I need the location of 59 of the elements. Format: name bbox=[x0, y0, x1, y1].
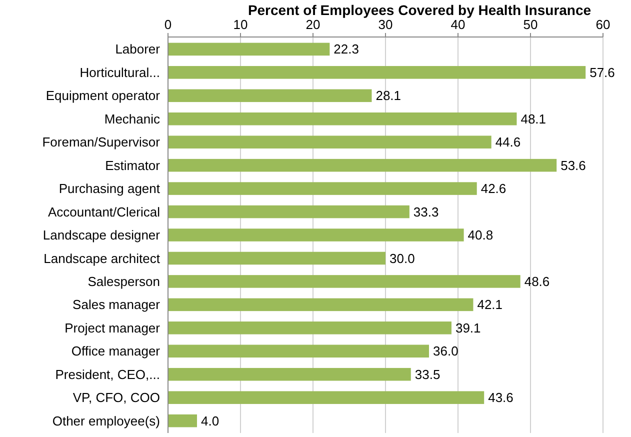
bar bbox=[168, 275, 520, 288]
data-label: 42.6 bbox=[480, 181, 506, 196]
bar bbox=[168, 322, 452, 334]
data-label: 43.6 bbox=[488, 390, 514, 406]
x-tick-label: 30 bbox=[378, 17, 393, 32]
data-label: 22.3 bbox=[334, 42, 359, 57]
y-tick-label: Project manager bbox=[64, 320, 161, 336]
data-label: 48.6 bbox=[524, 274, 550, 289]
bar bbox=[168, 414, 197, 428]
y-tick-label: Accountant/Clerical bbox=[48, 204, 160, 220]
y-tick-label: Foreman/Supervisor bbox=[42, 134, 161, 150]
data-label: 57.6 bbox=[590, 64, 615, 80]
x-tick-label: 20 bbox=[306, 17, 320, 32]
x-tick-label: 40 bbox=[450, 17, 466, 32]
y-tick-label: Landscape architect bbox=[44, 250, 160, 266]
y-tick-label: Sales manager bbox=[72, 297, 161, 312]
bar bbox=[168, 298, 474, 312]
x-tick-label: 50 bbox=[523, 17, 538, 32]
data-label: 42.1 bbox=[477, 297, 503, 312]
bar bbox=[168, 391, 484, 404]
bar bbox=[168, 368, 411, 381]
bar bbox=[168, 158, 557, 172]
bar bbox=[168, 252, 386, 265]
data-label: 53.6 bbox=[560, 158, 586, 173]
y-tick-label: Landscape designer bbox=[42, 228, 161, 243]
bar bbox=[168, 136, 492, 148]
data-label: 39.1 bbox=[455, 320, 481, 336]
y-tick-label: Office manager bbox=[71, 344, 161, 359]
data-label: 33.5 bbox=[414, 366, 440, 382]
data-label: 30.0 bbox=[390, 250, 415, 266]
bar bbox=[168, 344, 429, 358]
y-tick-label: Estimator bbox=[105, 158, 161, 173]
x-tick-label: 10 bbox=[233, 17, 248, 32]
bar bbox=[168, 89, 372, 102]
x-tick-label: 0 bbox=[164, 17, 172, 32]
data-label: 48.1 bbox=[520, 111, 546, 126]
bar bbox=[168, 112, 517, 126]
y-tick-label: Equipment operator bbox=[46, 88, 161, 104]
bar bbox=[168, 66, 586, 79]
chart-title: Percent of Employees Covered by Health Insurance bbox=[248, 2, 592, 18]
x-tick-label: 60 bbox=[596, 17, 610, 32]
bar bbox=[168, 182, 477, 195]
y-tick-label: Purchasing agent bbox=[58, 181, 160, 196]
y-tick-label: Horticultural... bbox=[80, 64, 160, 80]
data-label: 28.1 bbox=[376, 88, 402, 104]
bar bbox=[168, 205, 410, 218]
data-label: 44.6 bbox=[495, 134, 521, 150]
y-tick-label: VP, CFO, COO bbox=[72, 390, 160, 406]
bar bbox=[168, 42, 330, 56]
y-tick-label: President, CEO,... bbox=[55, 366, 160, 382]
y-tick-label: Salesperson bbox=[88, 274, 160, 289]
bar bbox=[168, 228, 464, 242]
data-label: 40.8 bbox=[468, 228, 494, 243]
y-tick-label: Other employee(s) bbox=[52, 413, 160, 428]
data-label: 33.3 bbox=[413, 204, 439, 220]
data-label: 4.0 bbox=[201, 413, 220, 428]
data-label: 36.0 bbox=[433, 344, 458, 359]
y-tick-label: Mechanic bbox=[104, 111, 160, 126]
y-tick-label: Laborer bbox=[115, 42, 161, 57]
